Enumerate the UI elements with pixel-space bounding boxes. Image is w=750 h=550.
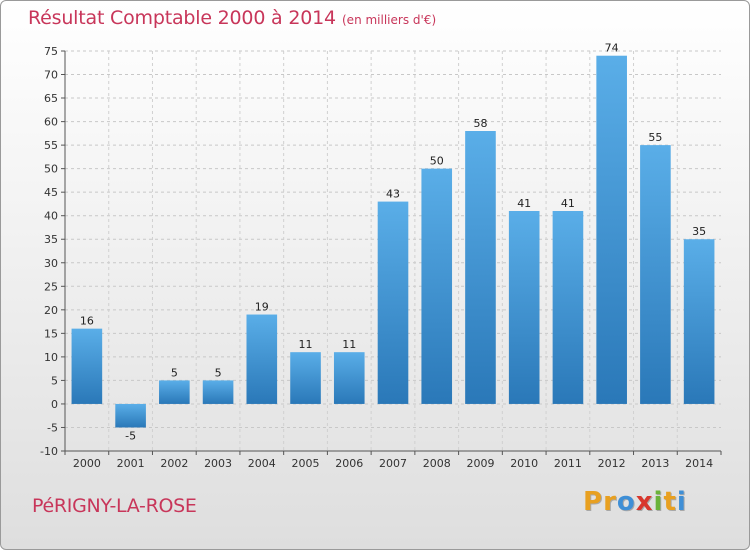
bar-2008 — [421, 168, 453, 404]
bar-2009 — [465, 131, 496, 404]
x-tick-label: 2001 — [117, 457, 145, 470]
data-label-2000: 16 — [80, 315, 94, 328]
bar-2007 — [377, 201, 409, 404]
chart-title: Résultat Comptable 2000 à 2014 — [28, 7, 336, 29]
x-tick-label: 2011 — [554, 457, 582, 470]
bar-2001 — [115, 403, 146, 428]
data-label-2003: 5 — [215, 366, 222, 379]
y-tick-label: 55 — [44, 139, 58, 152]
y-tick-label: 40 — [44, 210, 58, 223]
y-tick-label: 65 — [44, 92, 58, 105]
x-tick-label: 2008 — [423, 457, 451, 470]
bar-2006 — [333, 352, 365, 404]
data-label-2006: 11 — [342, 338, 356, 351]
y-tick-label: 50 — [44, 163, 58, 176]
bar-2014 — [683, 239, 715, 404]
logo-letter: t — [663, 487, 677, 517]
bar-2000 — [71, 328, 103, 404]
x-tick-label: 2013 — [641, 457, 669, 470]
bar-2003 — [202, 380, 234, 404]
x-tick-label: 2009 — [466, 457, 494, 470]
bar-2010 — [508, 211, 540, 404]
logo-letter: r — [603, 487, 617, 517]
data-label-2004: 19 — [255, 301, 269, 314]
logo-letter: i — [653, 487, 664, 517]
data-label-2009: 58 — [473, 117, 487, 130]
bar-2011 — [552, 211, 584, 404]
data-label-2012: 74 — [605, 42, 619, 55]
logo-letter: P — [583, 487, 604, 517]
y-tick-label: 15 — [44, 327, 58, 340]
x-tick-label: 2010 — [510, 457, 538, 470]
bar-2004 — [246, 314, 278, 404]
y-tick-label: 35 — [44, 233, 58, 246]
data-label-2002: 5 — [171, 366, 178, 379]
x-tick-label: 2005 — [292, 457, 320, 470]
y-tick-label: 70 — [44, 69, 58, 82]
y-tick-label: 20 — [44, 304, 58, 317]
logo-letter: o — [616, 487, 636, 517]
x-tick-label: 2012 — [598, 457, 626, 470]
data-label-2001: -5 — [125, 429, 136, 442]
data-label-2007: 43 — [386, 188, 400, 201]
x-tick-label: 2006 — [335, 457, 363, 470]
data-label-2005: 11 — [299, 338, 313, 351]
y-tick-label: -10 — [40, 445, 58, 458]
data-label-2010: 41 — [517, 197, 531, 210]
x-tick-label: 2007 — [379, 457, 407, 470]
y-tick-label: 45 — [44, 186, 58, 199]
y-tick-label: 5 — [51, 374, 58, 387]
y-tick-label: 10 — [44, 351, 58, 364]
bars — [71, 55, 715, 428]
commune-name: PéRIGNY-LA-ROSE — [32, 495, 197, 517]
y-tick-label: 60 — [44, 116, 58, 129]
data-label-2014: 35 — [692, 225, 706, 238]
x-tick-label: 2003 — [204, 457, 232, 470]
logo-letter: i — [676, 487, 687, 517]
y-tick-label: -5 — [47, 421, 58, 434]
bar-2005 — [290, 352, 321, 404]
y-tick-label: 30 — [44, 257, 58, 270]
logo-letter: x — [635, 487, 654, 517]
bar-2002 — [159, 380, 190, 404]
y-tick-label: 25 — [44, 280, 58, 293]
x-tick-label: 2014 — [685, 457, 713, 470]
data-label-2011: 41 — [561, 197, 575, 210]
bar-2012 — [596, 55, 627, 404]
proxiti-logo: Proxiti — [583, 487, 687, 517]
x-tick-label: 2000 — [73, 457, 101, 470]
data-label-2013: 55 — [648, 131, 662, 144]
data-label-2008: 50 — [430, 155, 444, 168]
y-tick-label: 75 — [44, 45, 58, 58]
y-tick-label: 0 — [51, 398, 58, 411]
x-tick-label: 2004 — [248, 457, 276, 470]
x-tick-label: 2002 — [160, 457, 188, 470]
bar-2013 — [640, 145, 671, 404]
chart-subtitle: (en milliers d'€) — [342, 13, 437, 27]
